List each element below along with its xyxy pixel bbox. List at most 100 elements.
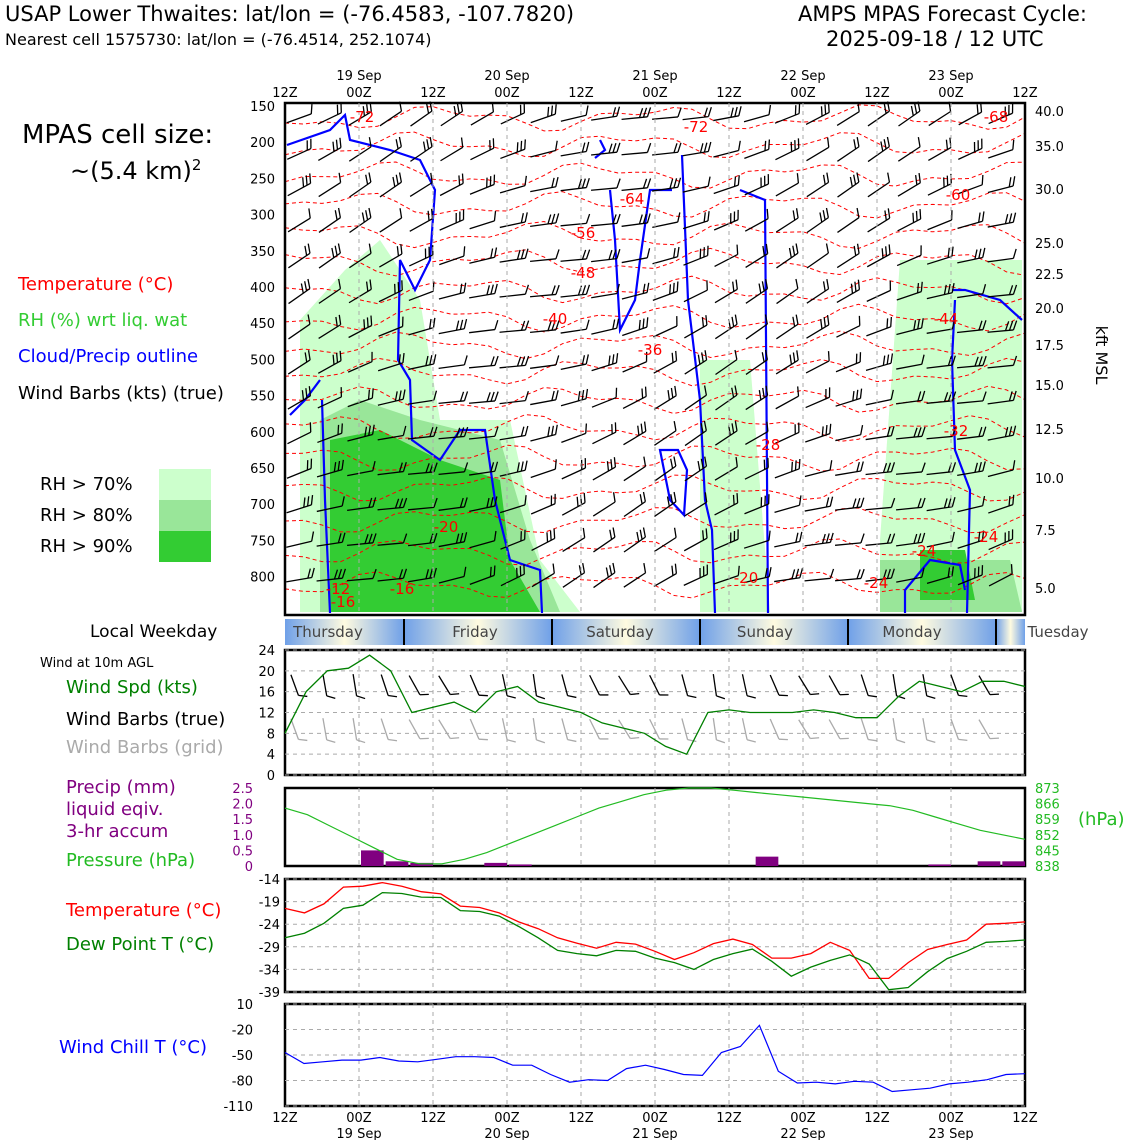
wind-barb-flag xyxy=(702,566,705,577)
wind-barb-flag xyxy=(494,247,498,258)
wind-barb-flag xyxy=(642,491,646,502)
wind-barb xyxy=(957,247,986,264)
legend-swatch-rh80 xyxy=(159,500,211,531)
wind-barb-flag xyxy=(490,391,495,402)
wind-barb xyxy=(318,314,342,339)
wind-barb-flag xyxy=(857,279,861,290)
wind-barb-10m xyxy=(380,718,398,742)
isotherm-12 xyxy=(284,444,1026,472)
kft-tick-label: 25.0 xyxy=(1035,237,1064,252)
wind-barb xyxy=(469,530,497,549)
wind-barb-flag xyxy=(796,350,799,361)
page-title: USAP Lower Thwaites: lat/lon = (-76.4583… xyxy=(5,2,575,26)
wind-barb xyxy=(317,387,343,409)
wind-barb-flag xyxy=(822,174,826,185)
wind-barb xyxy=(499,248,529,263)
wind-barb-flag xyxy=(707,211,710,222)
wind-barb-staff xyxy=(896,435,923,440)
wind-barb-flag xyxy=(978,212,981,223)
wind-barb-flag xyxy=(400,244,403,255)
wind-barb-flag xyxy=(699,248,702,259)
wind-barb-10m xyxy=(618,675,640,696)
wind-barb-flag xyxy=(555,213,560,224)
wind-barb xyxy=(682,176,711,193)
wind-barb-staff xyxy=(896,399,922,405)
wind-barb xyxy=(834,568,865,582)
wind-barb-flag xyxy=(883,103,887,114)
wind-barb-flag xyxy=(429,568,433,579)
wind-barb-flag xyxy=(951,319,956,330)
wind-barb-flag xyxy=(463,355,468,366)
pressure-tick-label: 350 xyxy=(250,245,275,260)
wind-barb xyxy=(316,568,347,582)
wind-barb-flag xyxy=(978,461,982,472)
wind-barb xyxy=(865,389,894,406)
wind-barb xyxy=(560,213,591,227)
wind-barb-staff xyxy=(379,181,402,198)
wind-barb-flag xyxy=(636,531,640,542)
wind-barb-staff xyxy=(743,114,770,123)
wind-barb xyxy=(592,492,616,517)
wind-barb-flag xyxy=(646,142,652,153)
weekday-band xyxy=(848,619,996,645)
wind-barb-flag xyxy=(398,172,403,183)
pressure-axis-label: (hPa) xyxy=(1078,809,1125,830)
wind-barb-flag xyxy=(795,243,799,254)
wind-barb-flag xyxy=(638,214,643,225)
wind-barb xyxy=(835,497,865,511)
wind-barb-staff xyxy=(956,400,984,404)
wind-barb-flag xyxy=(738,106,742,116)
wind-barb-flag xyxy=(951,497,956,507)
wind-barb-flag xyxy=(797,138,800,149)
wind-barb-flag xyxy=(332,354,335,365)
wind-barb-flag xyxy=(921,354,925,365)
wind-barb-flag xyxy=(765,385,769,396)
wind-barb-flag xyxy=(616,283,620,294)
wind-barb-staff xyxy=(714,502,738,516)
wind-barb-flag xyxy=(735,456,738,467)
wind-barb-staff xyxy=(745,323,768,340)
wind-barb-flag xyxy=(365,281,369,292)
wind-barb xyxy=(408,533,438,547)
wind-barb-flag xyxy=(1004,427,1009,437)
wind-barb-staff xyxy=(530,186,556,193)
wind-barb-flag xyxy=(732,281,735,292)
wind-barb-flag xyxy=(764,314,768,325)
wind-barb xyxy=(377,425,407,441)
wind-barb-flag xyxy=(546,532,549,543)
wind-barb-flag xyxy=(919,209,922,219)
wind-barb xyxy=(743,566,772,584)
wind-barb-staff xyxy=(317,396,342,409)
wind-barb-flag xyxy=(825,207,829,218)
wind-barb-staff xyxy=(867,217,891,233)
wind-barb xyxy=(499,460,528,477)
wind-barb-10m xyxy=(290,718,308,742)
wind-barb-flag xyxy=(524,248,529,259)
wind-barb xyxy=(623,421,647,446)
wind-barb-flag xyxy=(947,497,952,508)
wind-barb-flag xyxy=(852,390,855,401)
wind-barb-flag xyxy=(795,568,800,579)
wind-barb-staff xyxy=(470,111,494,126)
wind-barb-flag xyxy=(730,107,734,118)
wind-barb xyxy=(379,101,403,127)
wind-barb xyxy=(926,426,957,440)
wind-barb-staff xyxy=(530,364,556,369)
wind-barb-staff xyxy=(988,112,1013,125)
wind-barb-staff xyxy=(407,506,435,511)
wind-barb-10m xyxy=(922,718,936,744)
wind-barb-flag xyxy=(982,391,987,402)
wind-barb-flag xyxy=(794,105,797,116)
wind-barb xyxy=(469,426,499,440)
wind-barb xyxy=(348,243,372,269)
wind-barb xyxy=(469,174,496,195)
wind-barb-flag xyxy=(822,210,826,221)
wind-barb-flag xyxy=(520,140,523,151)
wind-barb-staff xyxy=(561,674,569,696)
pressure-tick-label-right: 838 xyxy=(1035,860,1060,875)
wind-barb-flag xyxy=(372,568,377,579)
wind-barb xyxy=(835,461,864,476)
wind-barb xyxy=(651,107,682,120)
cloud-outline-0 xyxy=(286,112,544,614)
wind-barb-flag xyxy=(307,568,311,579)
